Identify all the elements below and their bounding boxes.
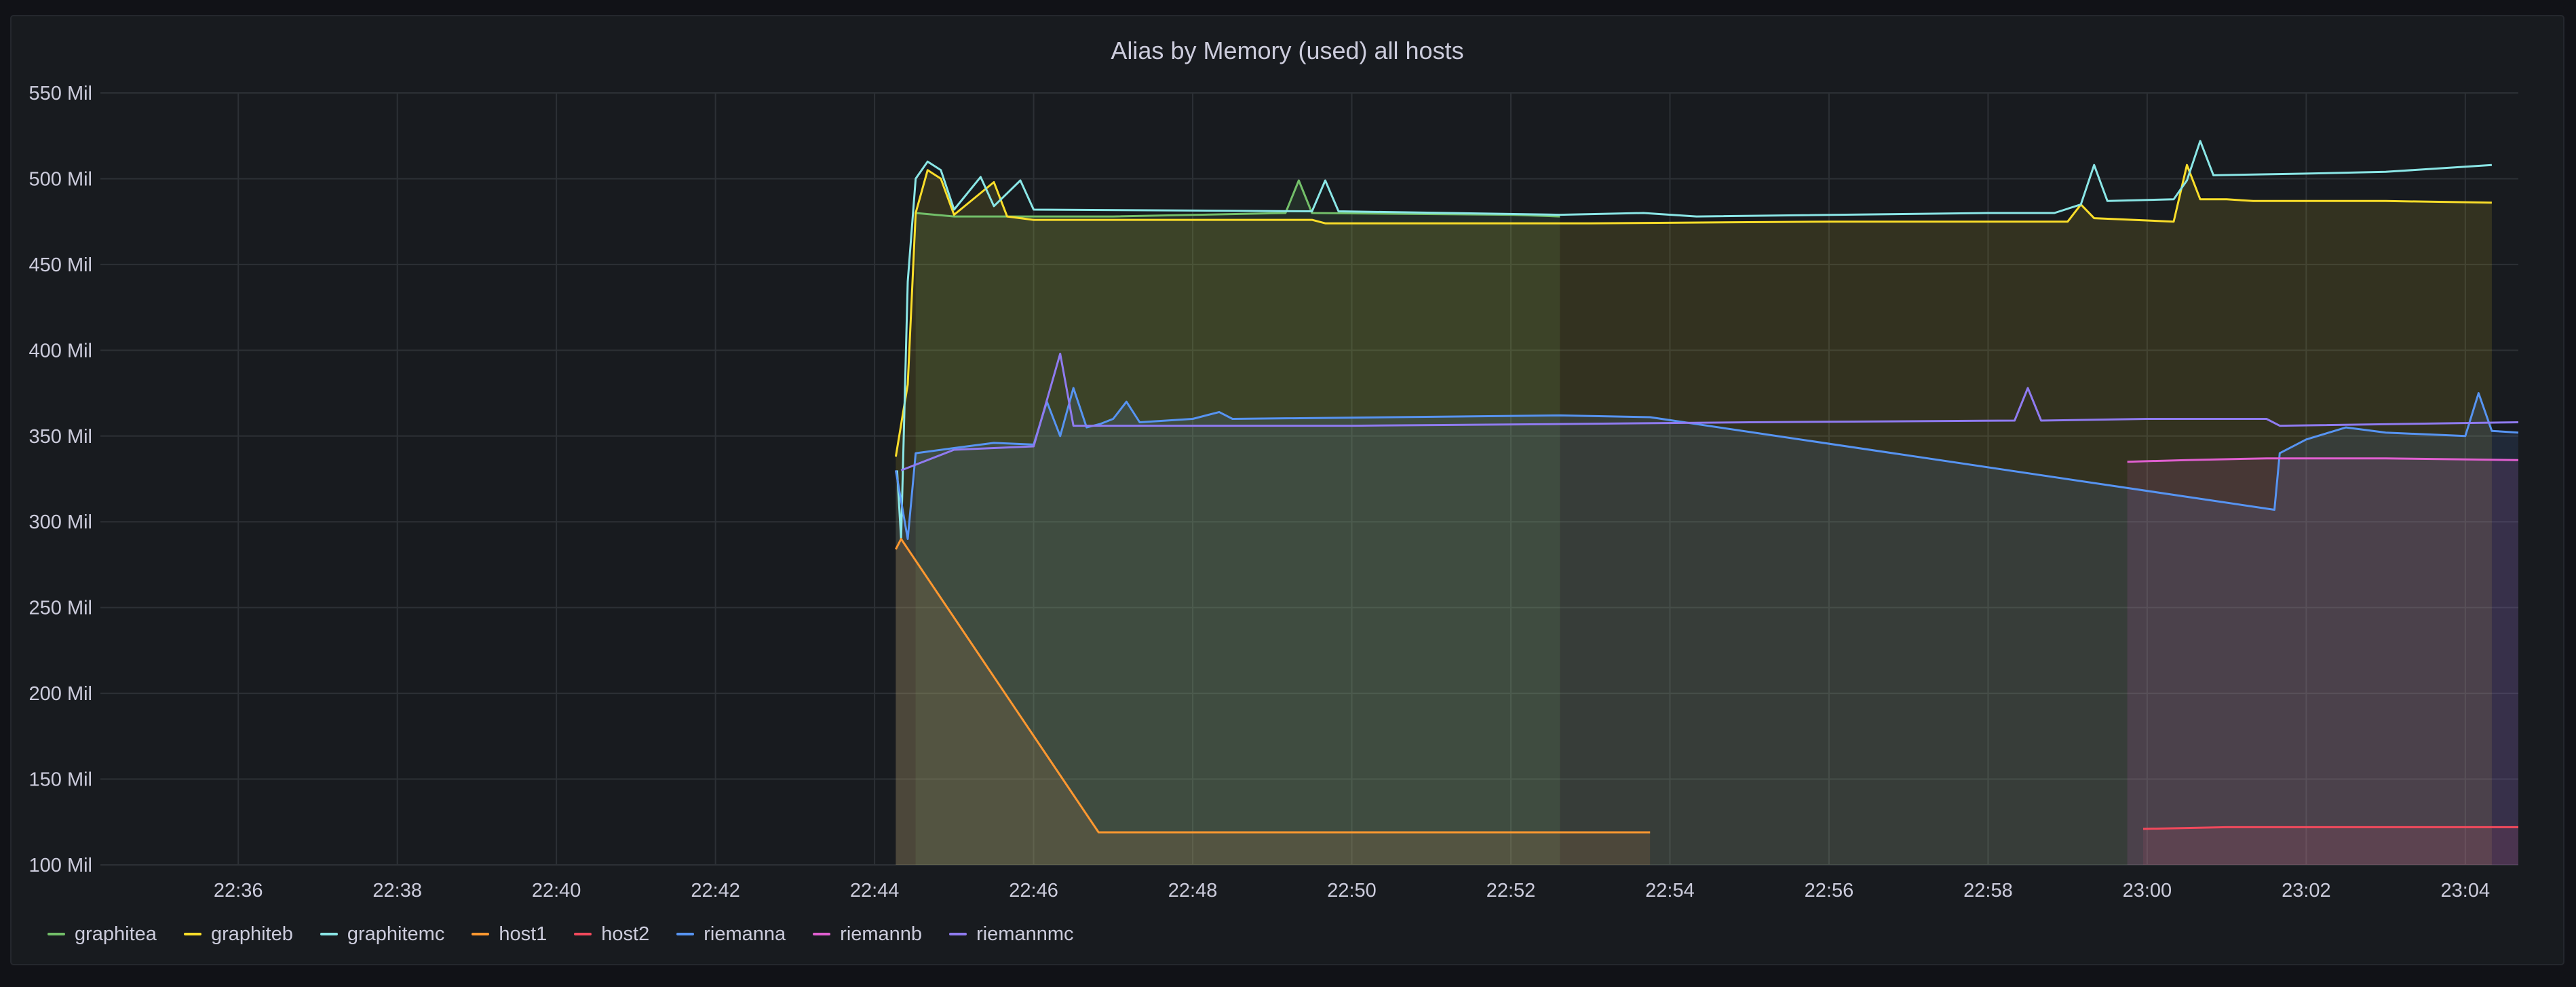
legend-item-riemannmc[interactable]: riemannmc — [949, 923, 1074, 946]
series-fill-riemanna — [896, 387, 2518, 865]
y-tick-label: 200 Mil — [29, 683, 93, 705]
y-tick-label: 350 Mil — [29, 426, 93, 448]
legend-swatch — [472, 933, 490, 935]
legend-label: riemanna — [704, 923, 786, 945]
legend-swatch — [183, 933, 201, 935]
legend-item-host2[interactable]: host2 — [574, 923, 649, 946]
x-tick-label: 22:54 — [1645, 880, 1695, 902]
series-line-riemannmc[interactable] — [900, 352, 2519, 471]
series-line-graphiteb[interactable] — [894, 163, 2492, 457]
x-tick-label: 22:38 — [372, 880, 422, 902]
legend-swatch — [320, 933, 338, 935]
legend-item-riemanna[interactable]: riemanna — [676, 923, 786, 946]
legend-item-host1[interactable]: host1 — [472, 923, 547, 946]
y-tick-label: 150 Mil — [29, 769, 93, 791]
series-line-graphitemc[interactable] — [896, 140, 2492, 540]
legend-swatch — [949, 933, 967, 935]
legend: graphitea graphiteb graphitemc host1 host2 ri… — [47, 921, 1074, 948]
legend-swatch — [47, 933, 65, 935]
x-tick-label: 22:40 — [532, 880, 581, 902]
legend-swatch — [676, 933, 695, 935]
y-tick-label: 400 Mil — [29, 340, 93, 362]
legend-label: graphitemc — [347, 923, 445, 945]
x-tick-label: 23:04 — [2441, 880, 2491, 902]
x-tick-label: 22:46 — [1009, 880, 1058, 902]
x-tick-label: 22:58 — [1963, 880, 2013, 902]
legend-item-graphitemc[interactable]: graphitemc — [320, 923, 444, 946]
legend-swatch — [574, 933, 592, 935]
series-line-riemanna[interactable] — [894, 387, 2519, 540]
series-fill-host2 — [2143, 827, 2518, 865]
series-fill-riemannb — [2127, 458, 2518, 865]
legend-swatch — [813, 933, 831, 935]
legend-label: graphitea — [75, 923, 157, 945]
x-tick-label: 22:52 — [1486, 880, 1536, 902]
x-tick-label: 23:00 — [2123, 880, 2172, 902]
legend-label: riemannb — [840, 923, 923, 945]
series-line-host2[interactable] — [2142, 826, 2518, 830]
x-tick-label: 22:44 — [850, 880, 900, 902]
series-fill-graphitea — [915, 180, 1560, 865]
x-tick-label: 22:42 — [691, 880, 740, 902]
legend-item-riemannb[interactable]: riemannb — [813, 923, 922, 946]
series-fill-graphiteb — [896, 165, 2492, 865]
legend-label: graphiteb — [210, 923, 293, 945]
x-tick-label: 22:36 — [214, 880, 263, 902]
y-tick-label: 300 Mil — [29, 511, 93, 533]
y-tick-label: 250 Mil — [29, 598, 93, 619]
series-line-host1[interactable] — [895, 538, 1651, 834]
y-tick-label: 500 Mil — [29, 168, 93, 190]
y-tick-label: 550 Mil — [29, 83, 93, 104]
x-tick-label: 22:56 — [1805, 880, 1854, 902]
legend-item-graphitea[interactable]: graphitea — [47, 923, 157, 946]
x-tick-label: 22:50 — [1327, 880, 1377, 902]
legend-label: host1 — [499, 923, 547, 945]
panel-title[interactable]: Alias by Memory (used) all hosts — [1111, 37, 1464, 64]
y-tick-label: 450 Mil — [29, 254, 93, 276]
legend-label: riemannmc — [976, 923, 1074, 945]
legend-label: host2 — [601, 923, 650, 945]
x-tick-label: 22:48 — [1168, 880, 1218, 902]
legend-item-graphiteb[interactable]: graphiteb — [183, 923, 293, 946]
x-tick-label: 23:02 — [2282, 880, 2331, 902]
series-line-riemannb[interactable] — [2127, 457, 2519, 463]
y-tick-label: 100 Mil — [29, 855, 93, 876]
